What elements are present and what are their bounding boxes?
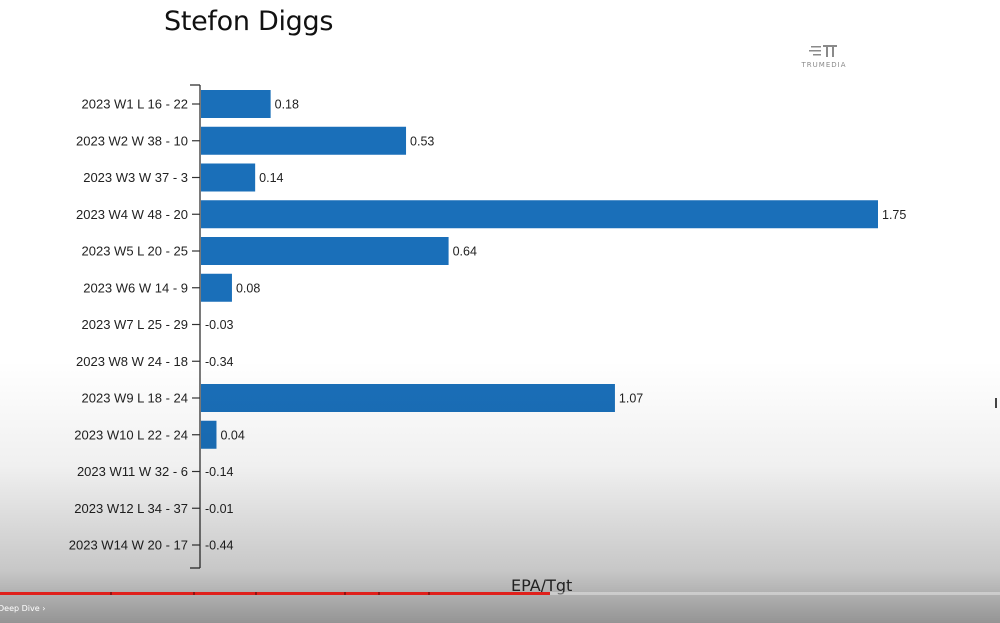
category-label: 2023 W12 L 34 - 37 [74,501,188,516]
bars-group [201,90,878,449]
y-ticks-group [192,103,200,546]
chevron-right-icon: › [42,604,46,613]
bar [201,273,232,302]
value-label: -0.44 [205,539,234,553]
value-label: 1.75 [882,208,906,222]
bar [201,200,878,229]
chapter-marker [193,592,195,595]
value-label: 0.53 [410,134,434,148]
bar [201,90,271,118]
value-label: 0.18 [275,98,299,112]
chapter-marker [378,592,380,595]
category-label: 2023 W2 W 38 - 10 [76,133,188,148]
trumedia-logo: TRUMEDIA [796,44,852,69]
bar [201,384,615,412]
category-label: 2023 W10 L 22 - 24 [74,427,188,442]
bar [201,420,217,449]
logo-text: TRUMEDIA [801,61,847,69]
bar [201,237,449,265]
category-label: 2023 W7 L 25 - 29 [82,317,188,332]
category-label: 2023 W6 W 14 - 9 [83,280,188,295]
chapter-marker [255,592,257,595]
chapter-marker [344,592,346,595]
chapter-title-button[interactable]: Deep Dive › [0,604,45,613]
value-label: 1.07 [619,392,643,406]
value-label: 0.04 [220,428,244,442]
value-label: -0.03 [205,318,234,332]
value-label: -0.34 [205,355,234,369]
chapter-label: Deep Dive [0,604,40,613]
value-label: 0.64 [453,245,477,259]
category-label: 2023 W9 L 18 - 24 [82,391,188,406]
video-progress-fill [0,592,550,595]
category-label: 2023 W3 W 37 - 3 [83,170,188,185]
category-label: 2023 W4 W 48 - 20 [76,207,188,222]
category-label: 2023 W5 L 20 - 25 [82,244,188,259]
category-labels-group: 2023 W1 L 16 - 22 2023 W2 W 38 - 10 2023 W… [69,97,188,553]
bar [201,126,407,155]
category-label: 2023 W11 W 32 - 6 [77,464,188,479]
chapter-marker [428,592,430,595]
category-label: 2023 W14 W 20 - 17 [69,538,188,553]
category-label: 2023 W1 L 16 - 22 [82,97,188,112]
chapter-marker [110,592,112,595]
category-label: 2023 W8 W 24 - 18 [76,354,188,369]
value-label: -0.14 [205,465,234,479]
trumedia-logo-icon [809,45,837,57]
video-progress-bar[interactable] [0,592,1000,595]
edge-marker [995,398,997,408]
chart-title: Stefon Diggs [164,6,334,37]
value-label: 0.08 [236,281,260,295]
value-labels-group: 0.18 0.53 0.14 1.75 0.64 0.08 -0.03 -0.34 1.07 0.… [205,98,906,553]
bar [201,163,256,192]
value-label: -0.01 [205,502,234,516]
x-axis-label: EPA/Tgt [511,576,573,595]
value-label: 0.14 [259,171,283,185]
